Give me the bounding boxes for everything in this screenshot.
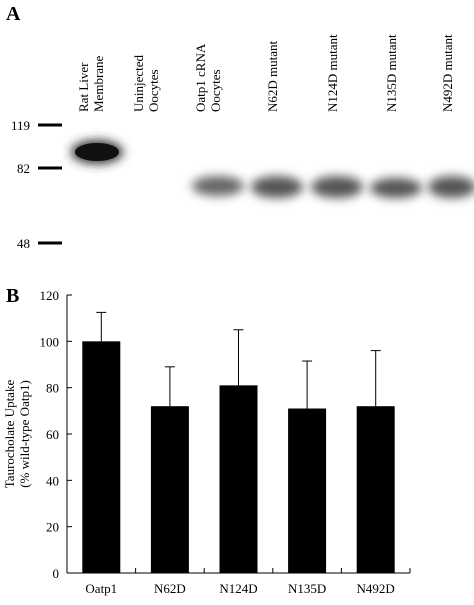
x-tick-label: N135D — [288, 581, 326, 596]
error-bar — [164, 366, 175, 407]
panel-label: A — [6, 3, 21, 25]
y-tick-label: 100 — [40, 334, 60, 349]
lane-label: Oatp1 cRNA — [193, 43, 208, 112]
marker-label: 119 — [11, 118, 30, 133]
error-bar — [302, 360, 313, 409]
y-axis-label: (% wild-type Oatp1) — [17, 380, 32, 488]
blot-bands — [71, 140, 474, 198]
lane-label: Rat Liver — [76, 62, 91, 112]
lane-label: Oocytes — [208, 69, 223, 112]
panel-label: B — [6, 285, 19, 307]
y-tick-label: 40 — [46, 473, 59, 488]
lane-label: N62D mutant — [265, 40, 280, 112]
lane-label: Oocytes — [146, 69, 161, 112]
bar — [219, 385, 258, 573]
error-bar — [370, 350, 381, 407]
error-bar — [233, 329, 244, 386]
lane-label: Uninjected — [131, 54, 146, 112]
bar — [150, 406, 189, 573]
bar — [356, 406, 395, 573]
y-tick-label: 60 — [46, 427, 59, 442]
bar — [82, 341, 121, 573]
x-tick-label: N62D — [154, 581, 186, 596]
y-tick-label: 80 — [46, 381, 59, 396]
bar — [288, 408, 327, 573]
x-tick-label: N492D — [357, 581, 395, 596]
lane-label: N124D mutant — [325, 34, 340, 112]
error-bar — [96, 311, 107, 342]
lane-label: N492D mutant — [440, 34, 455, 112]
marker-label: 48 — [17, 236, 30, 251]
y-tick-label: 0 — [53, 566, 60, 581]
y-tick-label: 120 — [40, 288, 60, 303]
x-tick-label: Oatp1 — [85, 581, 117, 596]
lane-label: Membrane — [91, 55, 106, 112]
marker-label: 82 — [17, 161, 30, 176]
y-tick-label: 20 — [46, 520, 59, 535]
y-axis-label: Taurocholate Uptake — [2, 380, 17, 489]
x-tick-label: N124D — [219, 581, 257, 596]
lane-label: N135D mutant — [384, 34, 399, 112]
